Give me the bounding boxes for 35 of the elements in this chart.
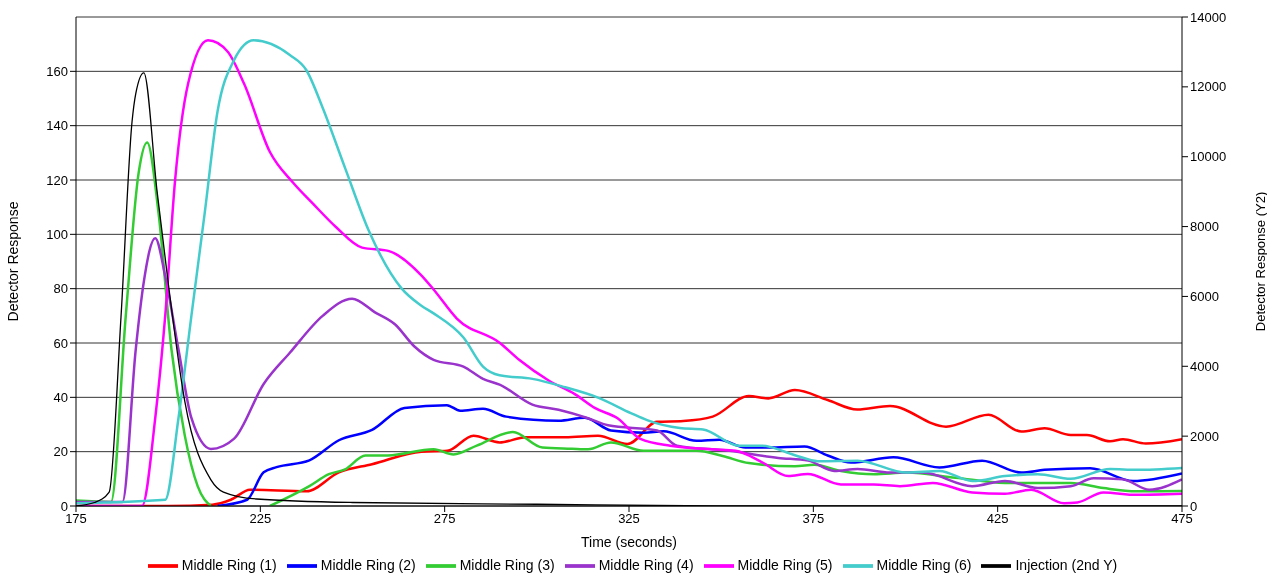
y2-tick-label: 14000	[1190, 9, 1227, 25]
legend-label: Middle Ring (4)	[598, 556, 694, 573]
y2-axis-title: Detector Response (Y2)	[1252, 191, 1268, 332]
y-tick-label: 120	[46, 172, 68, 188]
x-tick-label: 475	[1171, 511, 1193, 527]
y-tick-label: 60	[53, 335, 68, 351]
y-tick-label: 40	[53, 389, 68, 405]
y2-tick-label: 4000	[1190, 358, 1219, 374]
y2-tick-label: 10000	[1190, 149, 1227, 165]
y2-tick-label: 6000	[1190, 289, 1219, 305]
y2-tick-label: 8000	[1190, 219, 1219, 235]
legend-label: Injection (2nd Y)	[1015, 556, 1118, 573]
legend-label: Middle Ring (2)	[320, 556, 416, 573]
y-tick-label: 0	[60, 498, 68, 514]
y-axis-title: Detector Response	[4, 201, 21, 322]
y2-tick-label: 0	[1190, 498, 1198, 514]
y-tick-label: 160	[46, 63, 68, 79]
line-series	[216, 403, 1182, 506]
x-tick-label: 225	[249, 511, 272, 527]
legend-label: Middle Ring (1)	[181, 556, 277, 573]
y-tick-label: 140	[46, 118, 68, 134]
legend-label: Middle Ring (5)	[737, 556, 833, 573]
y-tick-label: 100	[46, 226, 68, 242]
y-tick-label: 80	[53, 281, 68, 297]
x-axis-title: Time (seconds)	[581, 534, 677, 550]
x-tick-label: 325	[618, 511, 640, 527]
y2-tick-label: 2000	[1190, 428, 1219, 444]
y2-tick-label: 12000	[1190, 79, 1227, 95]
x-tick-label: 425	[986, 511, 1009, 527]
y-tick-label: 20	[53, 444, 68, 460]
x-tick-label: 275	[433, 511, 456, 527]
x-tick-label: 175	[65, 511, 87, 527]
legend-label: Middle Ring (6)	[876, 556, 972, 573]
legend-label: Middle Ring (3)	[459, 556, 555, 573]
x-tick-label: 375	[802, 511, 825, 527]
